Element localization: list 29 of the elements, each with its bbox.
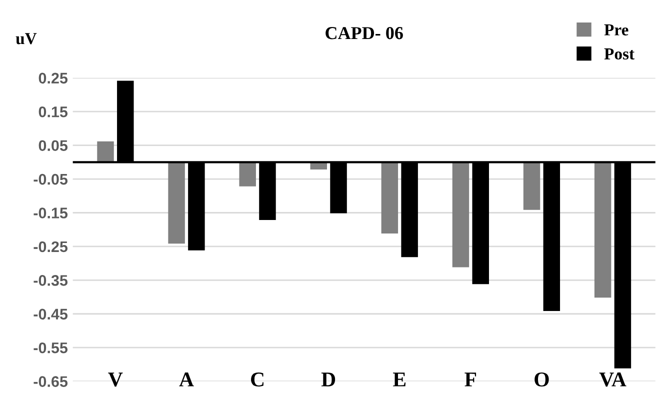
x-tick-label: C: [251, 372, 264, 387]
x-tick-label: VA: [599, 372, 626, 387]
x-tick-label: E: [393, 372, 406, 386]
y-tick-label: 0.05: [38, 140, 68, 152]
y-axis-title: uV: [16, 33, 37, 44]
y-tick-label: -0.35: [34, 275, 68, 286]
y-tick-label: -0.25: [34, 241, 68, 252]
y-tick-label: -0.15: [34, 208, 68, 218]
y-tick-label: -0.65: [34, 376, 68, 387]
bar: [452, 162, 470, 268]
y-tick-label: -0.45: [34, 308, 68, 320]
x-tick-label: V: [108, 372, 123, 387]
y-tick-label: 0.25: [38, 72, 68, 84]
x-tick-label: O: [534, 372, 549, 387]
y-tick-label: 0.15: [38, 106, 68, 118]
legend-label: Post: [604, 48, 634, 60]
legend-label: Pre: [604, 24, 628, 36]
x-tick-label: A: [179, 372, 194, 386]
y-tick-label: -0.05: [34, 174, 68, 185]
bar: [594, 162, 612, 298]
bar: [168, 162, 185, 244]
chart-title: CAPD- 06: [326, 27, 403, 40]
bar: [523, 162, 540, 210]
y-tick-label: -0.55: [34, 342, 68, 354]
bar: [381, 162, 398, 234]
x-tick-label: D: [321, 372, 336, 386]
bar: [239, 162, 256, 186]
bar: [97, 141, 114, 163]
x-tick-label: F: [464, 372, 476, 386]
